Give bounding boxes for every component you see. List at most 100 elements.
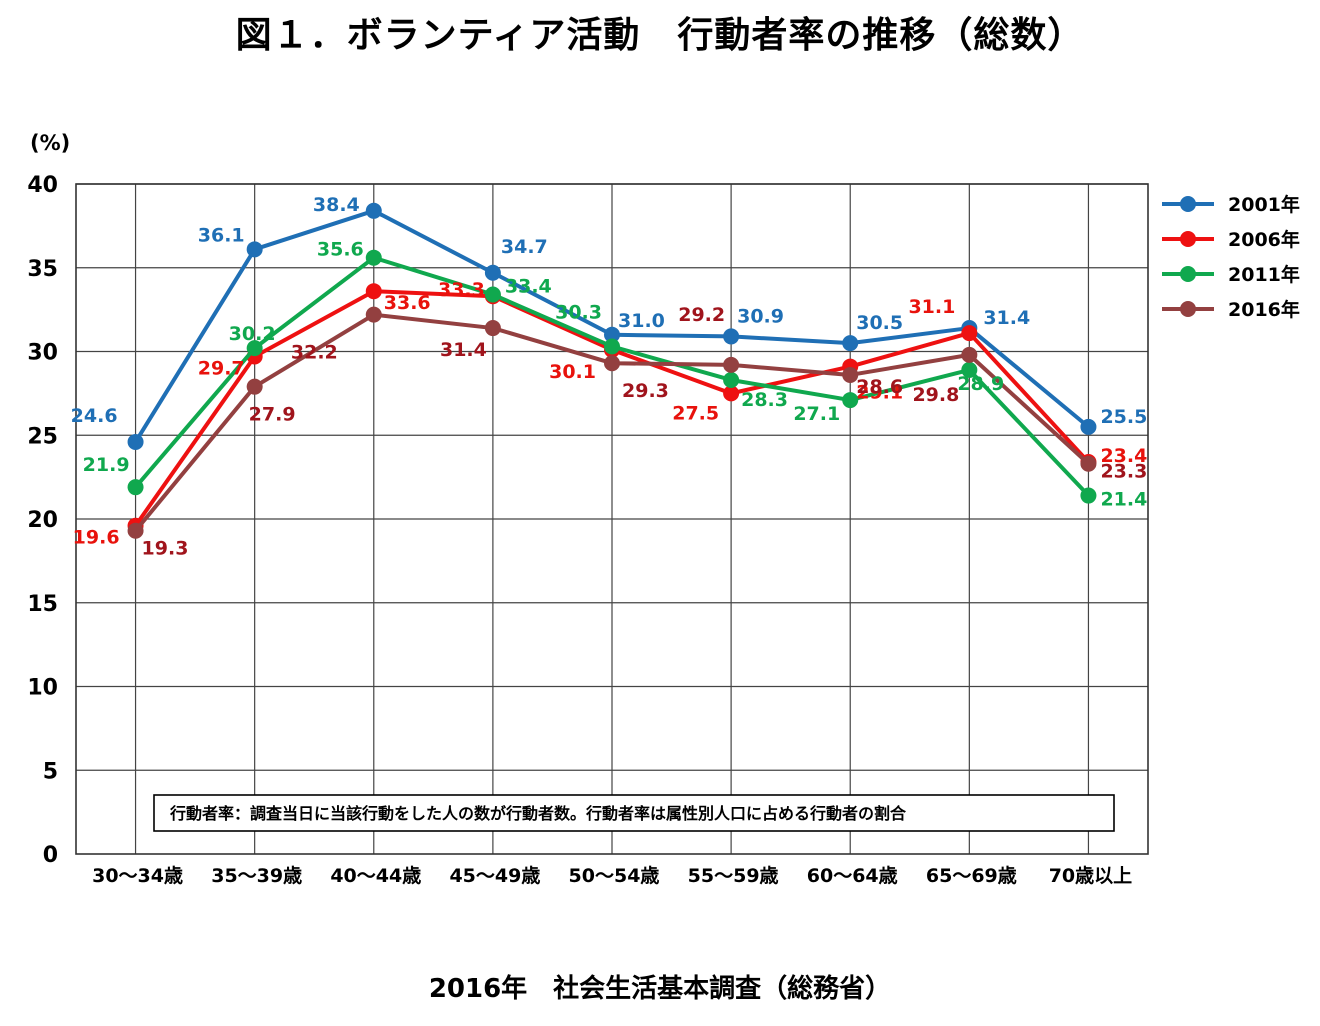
- data-label: 19.3: [142, 538, 189, 560]
- data-point: [365, 202, 382, 219]
- y-tick-label: 30: [27, 341, 58, 366]
- data-point: [1080, 418, 1097, 435]
- axes: 0 5 10 15 20 25 30 35 40 (%) 30～34歳 35～39歳 40～44歳 45～…: [27, 131, 1149, 887]
- x-tick-label: 55～59歳: [688, 865, 779, 887]
- data-label: 33.3: [438, 279, 485, 301]
- data-label: 31.0: [618, 310, 665, 332]
- data-point: [842, 366, 859, 383]
- data-point: [604, 355, 620, 372]
- data-point: [723, 356, 740, 373]
- data-label: 31.1: [908, 296, 955, 318]
- data-point: [246, 340, 263, 357]
- data-label: 21.9: [83, 454, 130, 476]
- data-point: [961, 346, 978, 363]
- legend-item: 2016年: [1162, 298, 1300, 321]
- legend-label: 2006年: [1228, 228, 1300, 251]
- data-label: 30.5: [856, 312, 903, 334]
- data-label: 29.7: [198, 358, 245, 380]
- data-label: 35.6: [317, 239, 364, 261]
- x-tick-label: 40～44歳: [330, 865, 421, 887]
- data-label: 34.7: [501, 236, 548, 258]
- series-2011年: [127, 249, 1097, 504]
- grid: [76, 183, 1148, 854]
- data-label: 27.1: [793, 403, 840, 425]
- note-box: [153, 794, 1115, 832]
- x-tick-label: 30～34歳: [92, 865, 183, 887]
- data-point: [604, 338, 620, 355]
- y-tick-label: 10: [27, 676, 58, 701]
- data-point: [723, 385, 740, 402]
- data-label: 29.3: [622, 380, 669, 402]
- definition-note: 行動者率：調査当日に当該行動をした人の数が行動者数。行動者率は属性別人口に占める…: [153, 794, 1115, 832]
- y-tick-label: 25: [27, 424, 58, 449]
- data-point: [365, 306, 382, 323]
- data-label: 28.6: [856, 376, 903, 398]
- data-point: [127, 433, 144, 450]
- data-label: 27.9: [249, 404, 296, 426]
- data-label: 24.6: [71, 405, 118, 427]
- data-label: 19.6: [73, 527, 120, 549]
- data-label: 38.4: [313, 194, 360, 216]
- data-point: [842, 392, 859, 409]
- data-label: 31.4: [983, 307, 1030, 329]
- y-tick-label: 20: [27, 508, 58, 533]
- legend-swatch-marker: [1180, 301, 1196, 317]
- y-axis-unit: (%): [30, 131, 70, 155]
- x-tick-label: 45～49歳: [449, 865, 540, 887]
- data-point: [246, 241, 263, 258]
- legend-item: 2006年: [1162, 228, 1300, 251]
- data-point: [961, 325, 978, 342]
- data-label: 33.4: [505, 276, 552, 298]
- data-label: 23.4: [1100, 445, 1147, 467]
- y-tick-label: 5: [43, 759, 58, 784]
- data-label: 29.2: [678, 304, 725, 326]
- legend-swatch-marker: [1180, 231, 1196, 247]
- data-label: 30.1: [549, 361, 596, 383]
- data-point: [842, 335, 859, 352]
- legend-label: 2016年: [1228, 298, 1300, 321]
- data-point: [604, 326, 620, 343]
- legend-item: 2011年: [1162, 263, 1300, 286]
- data-label: 32.2: [291, 342, 338, 364]
- series-lines: [127, 202, 1097, 539]
- x-tick-label: 60～64歳: [807, 865, 898, 887]
- note-text: 行動者率：調査当日に当該行動をした人の数が行動者数。行動者率は属性別人口に占める…: [169, 804, 907, 823]
- y-tick-label: 15: [27, 592, 58, 617]
- data-labels: 24.6 36.1 38.4 34.7 31.0 30.9 30.5 31.4 25.5 19.6…: [71, 194, 1148, 560]
- data-point: [723, 371, 740, 388]
- data-point: [961, 361, 978, 378]
- data-label: 31.4: [440, 339, 487, 361]
- legend-item: 2001年: [1162, 193, 1300, 216]
- data-point: [1080, 455, 1097, 472]
- y-tick-label: 35: [27, 257, 58, 282]
- data-point: [127, 479, 144, 496]
- data-label: 25.5: [1100, 406, 1147, 428]
- data-label: 30.3: [555, 301, 602, 323]
- data-point: [365, 283, 382, 300]
- x-tick-label: 50～54歳: [569, 865, 660, 887]
- series-2001年: [127, 202, 1097, 450]
- legend-label: 2001年: [1228, 193, 1300, 216]
- data-label: 23.3: [1100, 461, 1147, 483]
- data-label: 21.4: [1100, 489, 1147, 511]
- plot-frame: [75, 183, 1149, 855]
- data-label: 29.1: [856, 382, 903, 404]
- data-point: [723, 328, 740, 345]
- x-tick-label: 35～39歳: [211, 865, 302, 887]
- source-note: 2016年 社会生活基本調査（総務省）: [428, 974, 892, 1004]
- data-label: 28.3: [741, 389, 788, 411]
- data-point: [246, 378, 263, 395]
- y-tick-label: 40: [27, 173, 58, 198]
- data-label: 29.8: [912, 384, 959, 406]
- data-point: [484, 286, 501, 303]
- legend: 2001年 2006年 2011年 2016年: [1162, 193, 1300, 321]
- data-label: 28.9: [957, 373, 1004, 395]
- series-2016年: [127, 306, 1097, 539]
- data-point: [127, 522, 144, 539]
- data-point: [365, 249, 382, 266]
- data-label: 30.2: [229, 323, 276, 345]
- x-tick-label: 70歳以上: [1049, 865, 1132, 887]
- data-point: [484, 264, 501, 281]
- data-label: 33.6: [384, 292, 431, 314]
